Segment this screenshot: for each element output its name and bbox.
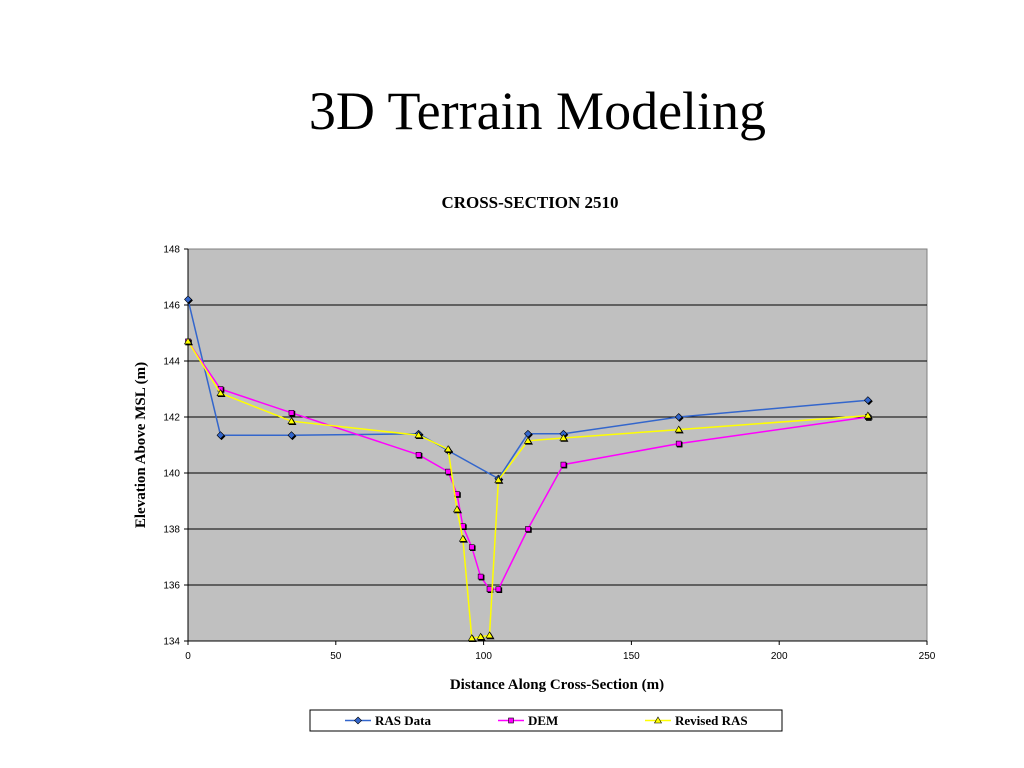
x-tick-label: 50 [330, 651, 342, 662]
legend-item-dem: DEM [498, 713, 558, 728]
data-point-revised-ras [183, 337, 193, 345]
data-point-revised-ras [444, 445, 453, 453]
grid-lines [188, 304, 927, 586]
legend-swatch-marker [354, 716, 362, 725]
series-dem [185, 338, 872, 594]
y-tick-label: 134 [163, 637, 180, 648]
x-axis-label: Distance Along Cross-Section (m) [450, 677, 664, 693]
y-tick-label: 142 [163, 413, 180, 424]
data-point-ras-data [863, 396, 872, 405]
data-point-dem [415, 451, 422, 458]
data-point-revised-ras [559, 433, 568, 441]
data-point-dem [445, 468, 451, 475]
y-tick-label: 146 [163, 301, 180, 312]
data-point-ras-data [184, 295, 192, 304]
series-revised-ras [183, 337, 873, 643]
data-point-revised-ras [476, 632, 485, 640]
data-point-dem [477, 573, 484, 580]
y-tick-label: 144 [163, 357, 180, 368]
data-point-ras-data [674, 413, 683, 421]
legend-item-revised-ras: Revised RAS [645, 713, 748, 728]
series-layer [183, 295, 873, 643]
y-tick-label: 148 [163, 245, 180, 256]
data-point-revised-ras [674, 425, 683, 433]
data-point-ras-data [216, 431, 225, 440]
data-point-dem [495, 586, 502, 593]
slide-title: 3D Terrain Modeling [308, 81, 767, 141]
data-point-revised-ras [494, 475, 503, 483]
data-point-revised-ras [863, 411, 872, 419]
legend-label: DEM [528, 713, 558, 728]
data-point-revised-ras [467, 634, 476, 642]
data-point-revised-ras [414, 431, 423, 439]
x-tick-label: 0 [185, 651, 191, 662]
legend-item-ras-data: RAS Data [345, 713, 431, 728]
data-point-revised-ras [452, 505, 462, 513]
legend: RAS Data DEM Revised RAS [309, 709, 783, 732]
legend-swatch-marker [508, 717, 514, 724]
y-tick-label: 136 [163, 581, 180, 592]
data-point-revised-ras [523, 436, 532, 444]
plot-area [187, 248, 928, 642]
y-tick-label: 138 [163, 525, 180, 536]
data-point-revised-ras [216, 389, 225, 397]
series-line-ras-data [187, 299, 868, 480]
data-point-dem [468, 544, 475, 551]
data-point-dem [486, 586, 493, 593]
x-tick-label: 100 [475, 651, 492, 662]
data-point-ras-data [287, 431, 296, 440]
data-point-revised-ras [458, 534, 467, 542]
data-point-dem [525, 526, 531, 532]
data-point-dem [288, 409, 295, 416]
x-tick-label: 250 [919, 651, 936, 662]
axes: 134 136 138 140 142 144 146 148 0 50 100 150 200 250 [163, 245, 935, 663]
legend-swatch-marker [653, 716, 663, 724]
chart-title: CROSS-SECTION 2510 [441, 193, 618, 212]
x-tick-label: 150 [623, 651, 640, 662]
data-point-revised-ras [287, 417, 296, 425]
data-point-dem [675, 440, 682, 447]
data-point-revised-ras [485, 631, 494, 639]
y-tick-label: 140 [163, 469, 180, 480]
x-tick-label: 200 [771, 651, 788, 662]
data-point-dem [560, 461, 567, 468]
legend-label: Revised RAS [675, 713, 748, 728]
legend-label: RAS Data [375, 713, 431, 728]
legend-box [309, 709, 783, 732]
y-axis-label: Elevation Above MSL (m) [133, 362, 149, 528]
